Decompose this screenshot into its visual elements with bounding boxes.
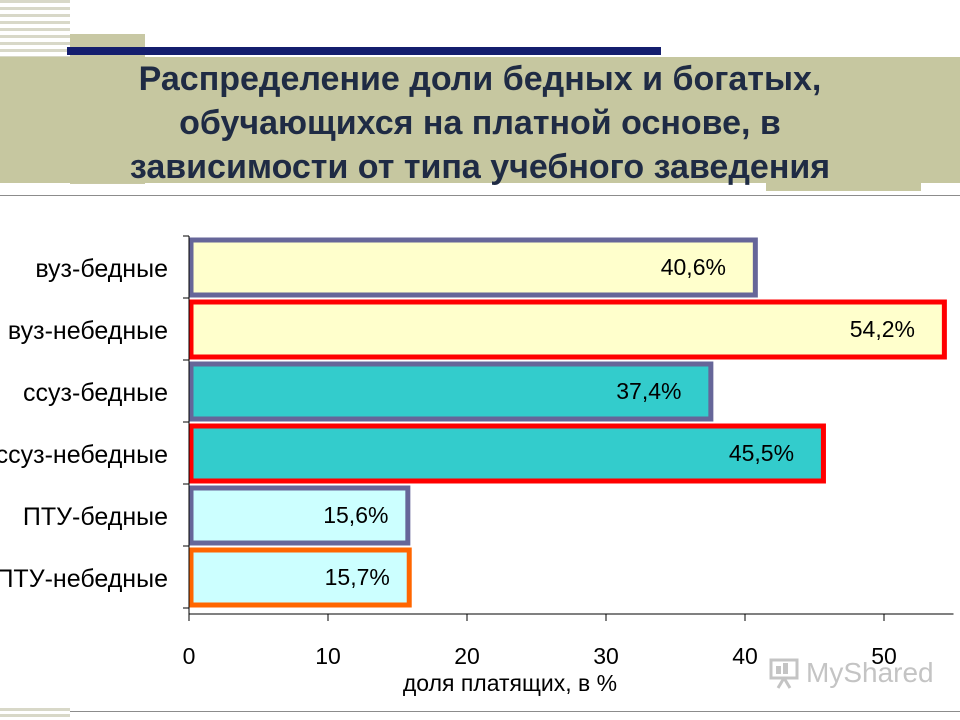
title-band: [0, 57, 960, 183]
bar-4: [188, 485, 411, 546]
bottom-stripes-decoration: [0, 708, 70, 720]
olive-accent-decoration: [766, 183, 921, 191]
bar-2: [188, 361, 714, 422]
category-label-5: ПТУ-небедные: [0, 565, 168, 593]
data-label-0: 40,6%: [661, 254, 726, 280]
category-label-3: ссуз-небедные: [0, 441, 168, 469]
x-tick-label-2: 20: [454, 643, 480, 669]
title-accent-bar: [67, 47, 661, 55]
x-tick-label-3: 30: [593, 643, 619, 669]
data-label-2: 37,4%: [616, 378, 681, 404]
bar-0: [188, 237, 758, 298]
data-label-5: 15,7%: [325, 564, 390, 590]
data-label-3: 45,5%: [729, 440, 794, 466]
chart-frame: [0, 195, 960, 712]
title-line-2: обучающихся на платной основе, в: [179, 104, 781, 142]
corner-stripes-decoration: [0, 0, 70, 58]
presentation-board-icon: [769, 658, 799, 689]
category-label-4: ПТУ-бедные: [23, 503, 168, 531]
category-label-0: вуз-бедные: [35, 255, 168, 283]
x-tick-label-4: 40: [732, 643, 758, 669]
watermark-logo: MyShared: [768, 655, 938, 695]
watermark-text: MyShared: [806, 657, 934, 688]
bar-1: [188, 299, 947, 360]
title-line-3: зависимости от типа учебного заведения: [129, 148, 831, 186]
x-tick-label-5: 50: [871, 643, 897, 669]
title-line-1: Распределение доли бедных и богатых,: [138, 60, 822, 98]
category-label-1: вуз-небедные: [8, 317, 168, 345]
x-tick-label-0: 0: [183, 643, 196, 669]
data-label-4: 15,6%: [323, 502, 388, 528]
bar-5: [188, 547, 412, 608]
slide-title: Распределение доли бедных и богатых, обу…: [30, 57, 930, 189]
bar-3: [188, 423, 826, 484]
bars-layer: 40,6% 54,2% 37,4% 45,5% 15,6% 15,7%: [188, 237, 947, 608]
x-tick-label-1: 10: [315, 643, 341, 669]
data-label-1: 54,2%: [850, 316, 915, 342]
category-label-2: ссуз-бедные: [23, 379, 168, 407]
axes-layer: вуз-бедные вуз-небедные ссуз-бедные ссуз-не…: [0, 235, 954, 669]
x-axis-title: доля платящих, в %: [403, 670, 617, 696]
